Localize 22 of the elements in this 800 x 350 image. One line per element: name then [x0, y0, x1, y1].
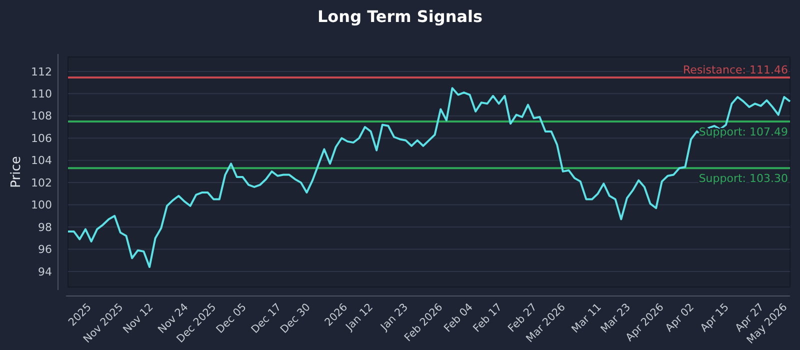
y-tick-label: 104	[31, 154, 52, 168]
chart-title: Long Term Signals	[317, 7, 483, 26]
y-tick-label: 108	[31, 110, 52, 123]
y-tick-label: 100	[31, 198, 52, 212]
y-tick-label: 94	[38, 265, 52, 278]
ref-line-label: Support: 103.30	[698, 172, 788, 186]
y-tick-label: 98	[38, 220, 52, 234]
ref-line-label: Resistance: 111.46	[683, 63, 788, 76]
x-tick-label: Apr 02	[663, 301, 696, 334]
x-tick-label: Feb 17	[470, 301, 504, 335]
y-tick-label: 102	[31, 176, 52, 190]
x-tick-label: Dec 05	[214, 301, 249, 336]
y-tick-label: 112	[31, 65, 52, 78]
y-tick-label: 110	[31, 88, 52, 101]
line-series	[67, 87, 791, 268]
x-tick-label: Nov 12	[120, 301, 156, 336]
x-tick-label: Dec 30	[278, 301, 313, 336]
y-tick-label: 106	[31, 132, 52, 145]
x-tick-label: Jan 23	[378, 301, 410, 334]
y-tick-label: 96	[38, 243, 52, 256]
y-axis-title: Price	[9, 156, 24, 188]
x-tick-label: Apr 15	[698, 301, 732, 334]
